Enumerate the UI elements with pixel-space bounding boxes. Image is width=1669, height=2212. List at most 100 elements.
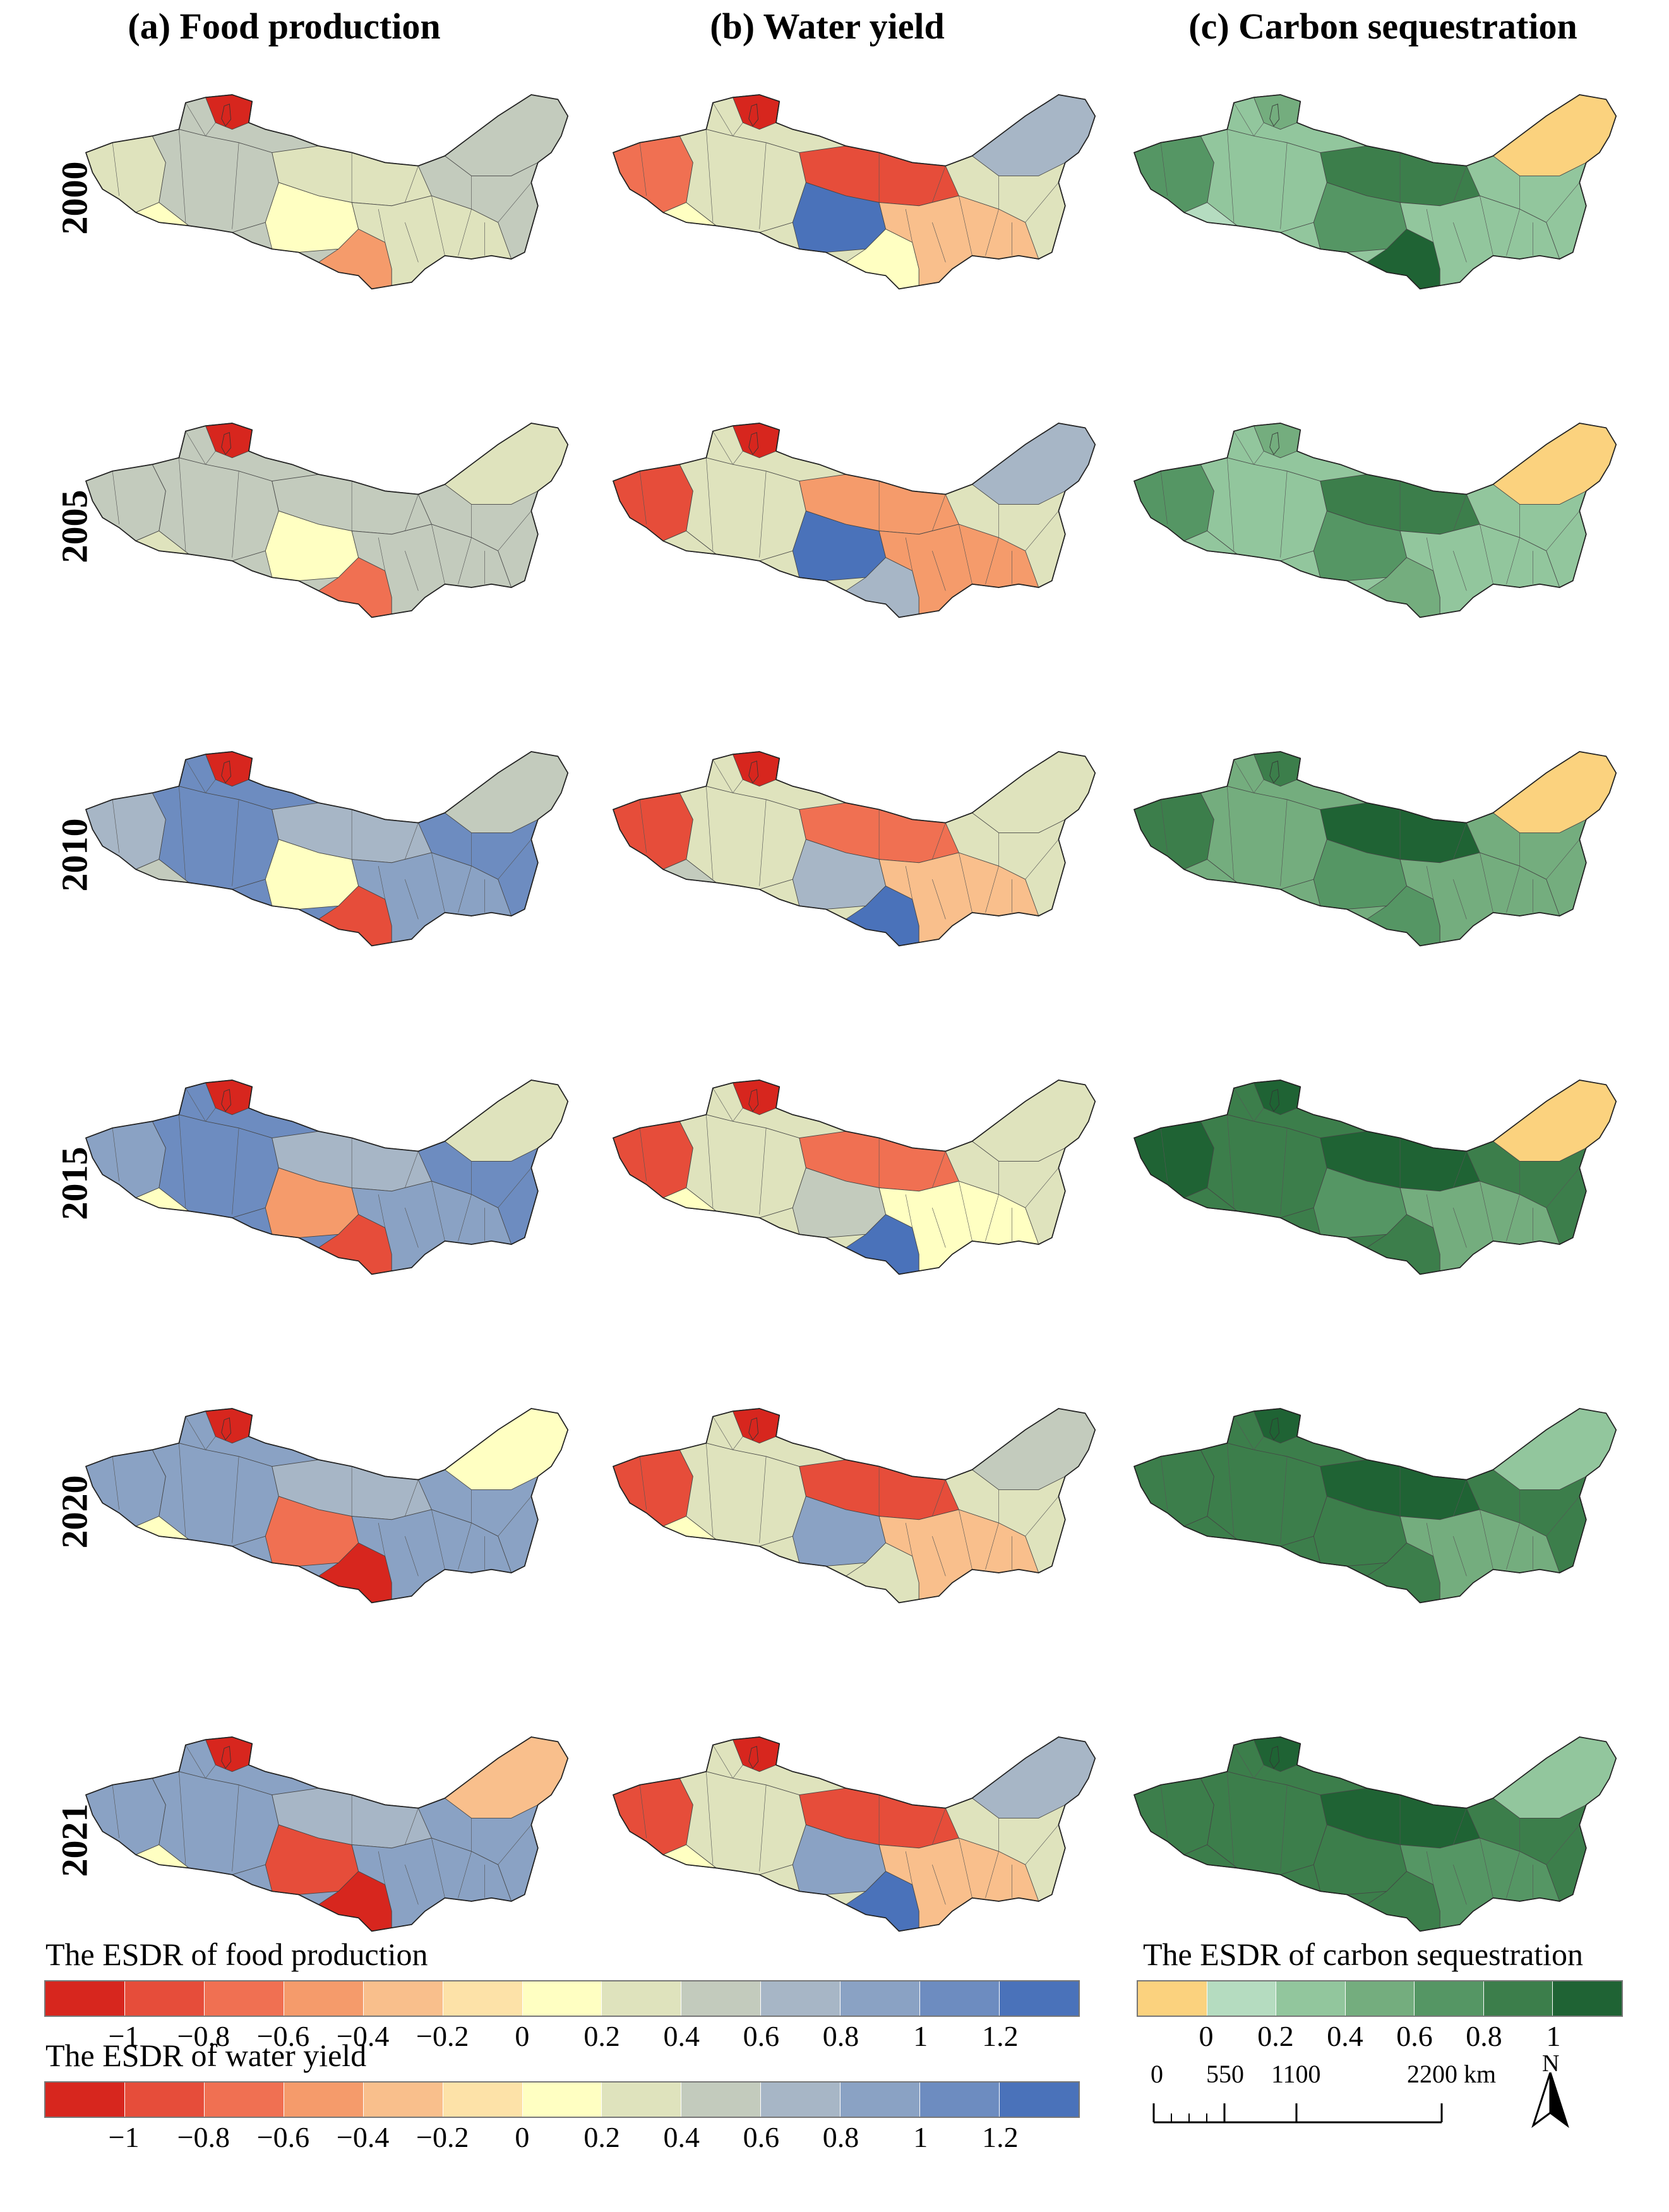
map-boundary-8 (1506, 208, 1520, 256)
map-region-0 (1134, 792, 1214, 870)
legend-swatch-water-4 (363, 2083, 443, 2117)
legend-tick-food-0: −1 (108, 2020, 140, 2052)
map-lake (221, 1089, 231, 1112)
map-region-0 (85, 792, 166, 870)
legend-tick-water-4: −0.2 (416, 2121, 469, 2153)
map-region-0 (613, 464, 693, 541)
legend-bar-carbon (1137, 1980, 1623, 2017)
scale-label-1100: 1100 (1271, 2060, 1321, 2088)
map-boundary-4 (1453, 494, 1467, 531)
map-food-2021 (85, 1736, 569, 1932)
map-boundary-11 (932, 222, 946, 263)
map-boundary-6 (498, 1496, 532, 1537)
map-boundary-4 (932, 1808, 946, 1845)
map-region-0 (1134, 1777, 1214, 1855)
map-boundary-1 (706, 1771, 714, 1865)
map-border (1133, 423, 1617, 618)
map-boundary-8 (1506, 1522, 1520, 1570)
map-boundary-4 (932, 165, 946, 203)
map-region-0 (613, 135, 693, 213)
map-border (1133, 1079, 1617, 1275)
map-region-0 (1134, 1449, 1214, 1527)
map-boundary-7 (431, 1509, 445, 1570)
map-boundary-0 (112, 471, 119, 525)
map-boundary-8 (985, 1851, 999, 1898)
map-boundary-10 (905, 865, 913, 899)
map-boundary-7 (959, 1181, 972, 1241)
map-lake (221, 1417, 231, 1441)
map-boundary-8 (458, 1851, 472, 1898)
map-boundary-12 (1233, 431, 1254, 465)
map-boundary-4 (1453, 822, 1467, 860)
map-boundary-6 (498, 839, 532, 880)
map-lake (1269, 760, 1279, 784)
map-region-7 (971, 1736, 1096, 1818)
map-boundary-13 (1253, 451, 1264, 465)
map-boundary-11 (1453, 1208, 1467, 1248)
map-boundary-11 (932, 879, 946, 920)
legend-tick-water-0: −1 (108, 2121, 140, 2153)
map-boundary-2 (759, 471, 767, 558)
map-region-0 (1134, 1121, 1214, 1198)
legend-swatch-carbon-4 (1415, 1981, 1484, 2016)
map-region-7 (971, 1079, 1096, 1162)
map-carbon-2021 (1133, 1736, 1617, 1932)
legend-tick-carbon-2: 0.4 (1327, 2020, 1363, 2052)
legend-swatch-water-2 (204, 2083, 284, 2117)
map-food-2010 (85, 751, 569, 947)
legend-tick-water-1: −0.8 (177, 2121, 230, 2153)
legend-swatch-food-11 (920, 1981, 1000, 2016)
map-region-7 (444, 94, 568, 176)
map-boundary-4 (1453, 1808, 1467, 1845)
scale-bar-line (1152, 2103, 1443, 2124)
map-border (1133, 751, 1617, 947)
map-boundary-7 (431, 195, 445, 256)
map-boundary-10 (905, 1522, 913, 1556)
map-boundary-10 (905, 1194, 913, 1228)
map-region-0 (1134, 135, 1214, 213)
map-lake (221, 760, 231, 784)
map-boundary-8 (1506, 537, 1520, 584)
map-boundary-13 (733, 1765, 743, 1779)
map-carbon-2000 (1133, 94, 1617, 290)
map-boundary-10 (378, 865, 386, 899)
map-region-0 (613, 1777, 693, 1855)
legend-swatch-water-0 (45, 2083, 125, 2117)
map-boundary-12 (712, 1088, 733, 1122)
map-boundary-8 (985, 1522, 999, 1570)
title-carbon-sequestration: (c) Carbon sequestration (1188, 6, 1577, 47)
map-boundary-8 (985, 537, 999, 584)
map-boundary-11 (932, 551, 946, 591)
legend-swatch-carbon-5 (1483, 1981, 1553, 2016)
map-lake (748, 1089, 758, 1112)
map-boundary-4 (405, 1479, 419, 1517)
map-lake (1269, 1089, 1279, 1112)
map-boundary-6 (1025, 1824, 1059, 1865)
legend-swatch-water-5 (443, 2083, 523, 2117)
legend-tick-water-11: 1.2 (982, 2121, 1019, 2153)
map-boundary-10 (1426, 1851, 1434, 1885)
map-boundary-1 (706, 1443, 714, 1537)
legend-swatch-water-3 (284, 2083, 364, 2117)
map-boundary-13 (205, 1765, 216, 1779)
map-boundary-12 (712, 431, 733, 465)
legend-swatch-water-6 (522, 2083, 602, 2117)
legend-tick-food-10: 1 (913, 2020, 928, 2052)
map-boundary-2 (232, 471, 239, 558)
map-region-7 (971, 94, 1096, 176)
map-boundary-12 (712, 759, 733, 793)
map-boundary-13 (205, 1436, 216, 1450)
map-boundary-12 (1233, 1416, 1254, 1450)
map-lake (1269, 1746, 1279, 1769)
map-boundary-2 (759, 799, 767, 886)
map-boundary-7 (1480, 1837, 1493, 1898)
map-boundary-4 (932, 1479, 946, 1517)
map-boundary-10 (1426, 1522, 1434, 1556)
map-boundary-1 (706, 457, 714, 551)
map-boundary-10 (905, 208, 913, 243)
legend-tick-water-7: 0.4 (663, 2121, 700, 2153)
map-boundary-10 (905, 537, 913, 571)
map-boundary-12 (712, 1745, 733, 1779)
map-boundary-2 (1280, 1127, 1288, 1215)
legend-swatch-water-1 (124, 2083, 205, 2117)
